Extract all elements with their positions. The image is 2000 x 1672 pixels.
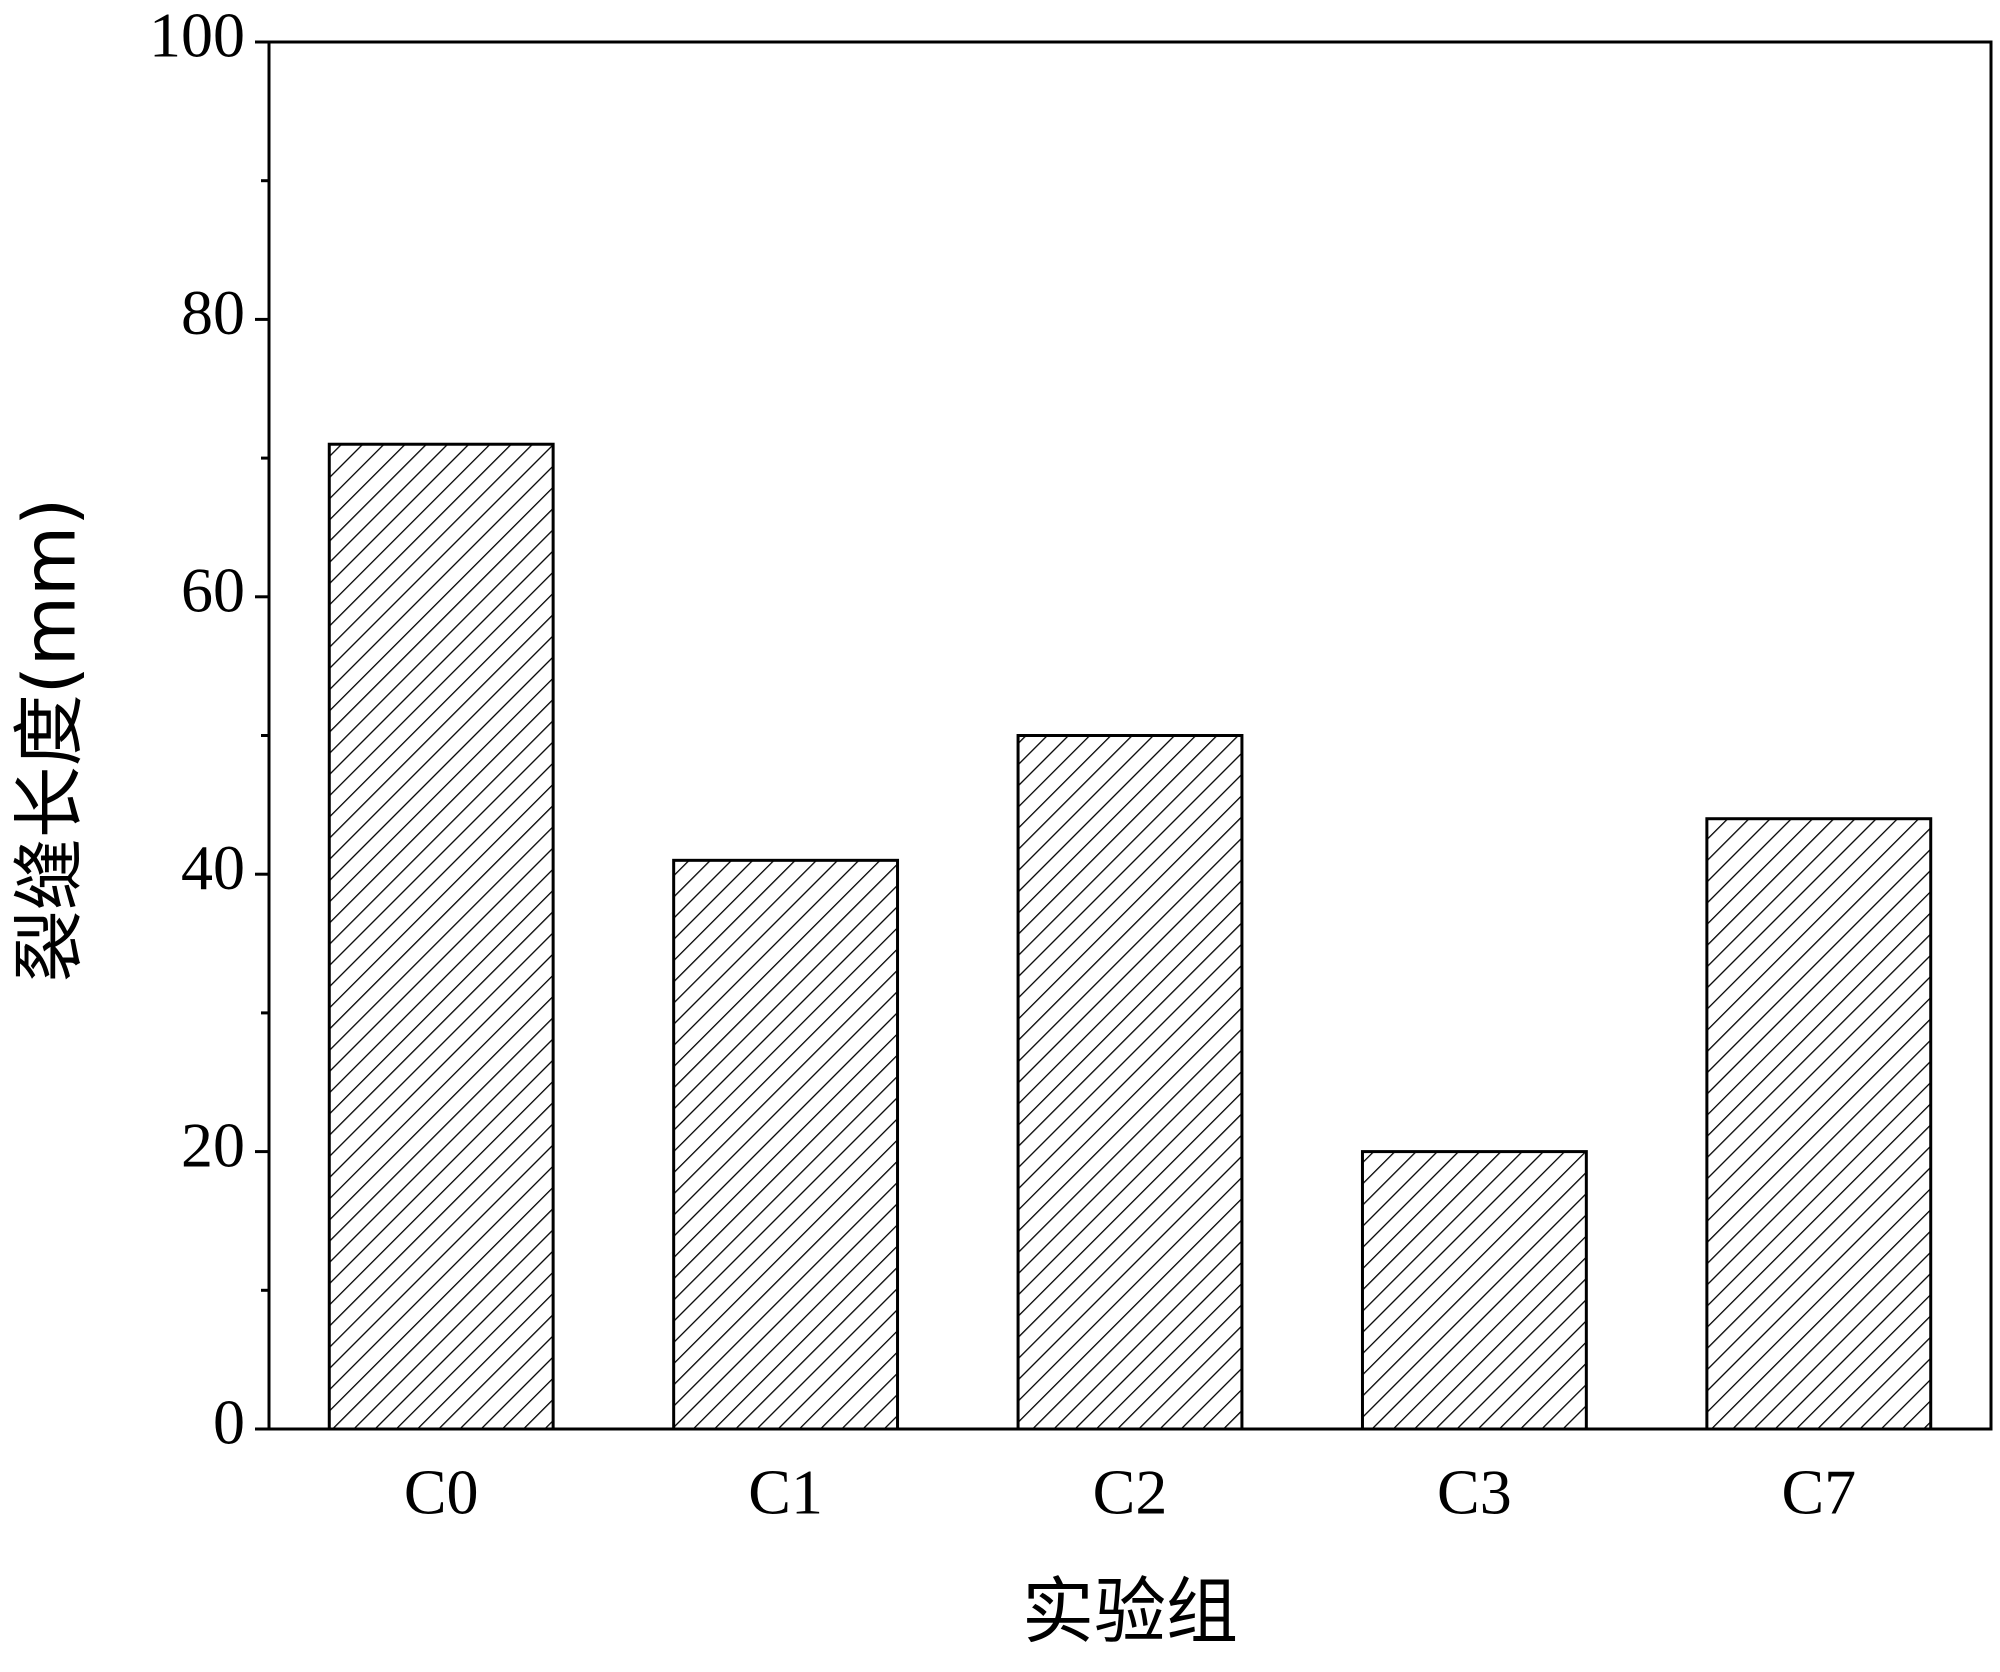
y-tick-label: 40 — [181, 832, 245, 903]
x-tick-label: C3 — [1437, 1457, 1512, 1528]
y-tick-label: 0 — [213, 1387, 245, 1458]
bar — [1360, 1150, 1588, 1431]
y-axis-label: 裂缝长度(mm) — [8, 498, 92, 982]
y-tick-label: 20 — [181, 1109, 245, 1180]
x-tick-label: C7 — [1781, 1457, 1856, 1528]
x-axis-label: 实验组 — [1022, 1570, 1238, 1654]
bar — [1016, 734, 1244, 1431]
bar — [672, 858, 900, 1431]
x-tick-label: C0 — [404, 1457, 479, 1528]
y-tick-label: 80 — [181, 277, 245, 348]
y-tick-label: 100 — [149, 0, 245, 71]
y-tick-label: 60 — [181, 554, 245, 625]
x-tick-label: C2 — [1093, 1457, 1168, 1528]
bar — [327, 442, 555, 1431]
x-tick-label: C1 — [748, 1457, 823, 1528]
bar — [1705, 817, 1933, 1431]
